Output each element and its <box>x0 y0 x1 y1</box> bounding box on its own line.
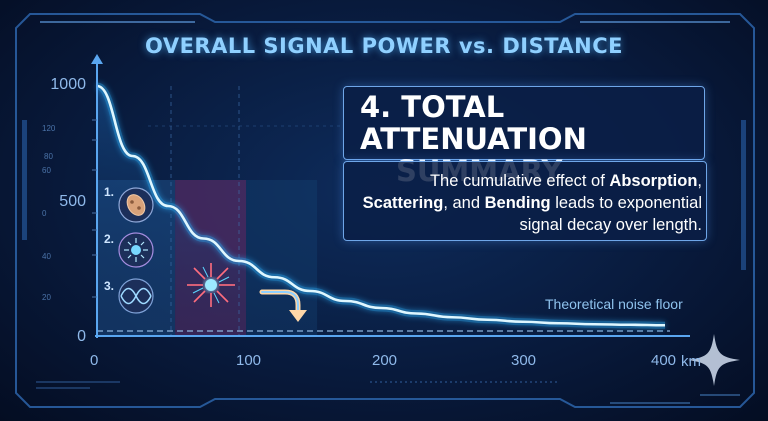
y-tick-label: 0 <box>77 328 86 345</box>
summary-heading-line1: 4. TOTAL ATTENUATION <box>360 90 587 156</box>
y-minor-tick-label: 0 <box>42 209 47 218</box>
series-line <box>96 84 666 327</box>
x-axis-unit: km <box>681 353 701 370</box>
particle-scattering-icon <box>118 232 154 268</box>
x-tick-label: 400 <box>651 352 677 369</box>
scattering-burst-icon <box>187 263 235 307</box>
summary-heading-panel: 4. TOTAL ATTENUATION SUMMARY <box>343 86 705 187</box>
y-minor-tick-label: 60 <box>42 166 51 175</box>
x-tick-label: 0 <box>90 352 99 369</box>
y-minor-tick-label: 120 <box>42 124 56 133</box>
summary-text: leads to exponential signal decay over l… <box>519 194 702 234</box>
bending-arrow-icon <box>259 289 307 322</box>
sparkle-icon <box>688 334 740 386</box>
x-tick-label: 300 <box>511 352 537 369</box>
summary-term-bending: Bending <box>484 194 551 212</box>
bacteria-absorption-icon <box>118 187 154 223</box>
wave-bending-icon <box>118 278 154 314</box>
step-number-2: 2. <box>104 232 115 246</box>
y-axis-arrow <box>91 54 103 64</box>
summary-body-panel: The cumulative effect of Absorption, Scat… <box>343 161 707 241</box>
y-tick-label: 1000 <box>50 76 86 93</box>
step-number-3: 3. <box>104 279 115 293</box>
y-minor-tick-label: 20 <box>42 293 51 302</box>
summary-term-absorption: Absorption <box>609 172 698 190</box>
summary-body: The cumulative effect of Absorption, Scat… <box>356 170 702 236</box>
summary-text: , <box>697 172 702 190</box>
y-minor-tick-label: 40 <box>42 252 51 261</box>
page-title: OVERALL SIGNAL POWER vs. DISTANCE <box>145 34 623 58</box>
summary-term-scattering: Scattering <box>362 194 444 212</box>
summary-text: The cumulative effect of <box>429 172 610 190</box>
noise-floor-label: Theoretical noise floor <box>545 296 683 312</box>
x-tick-label: 200 <box>372 352 398 369</box>
x-tick-label: 100 <box>236 352 262 369</box>
y-tick-label: 500 <box>59 193 86 210</box>
summary-text: , and <box>443 194 485 212</box>
step-number-1: 1. <box>104 185 115 199</box>
y-minor-tick-label: 80 <box>44 152 53 161</box>
